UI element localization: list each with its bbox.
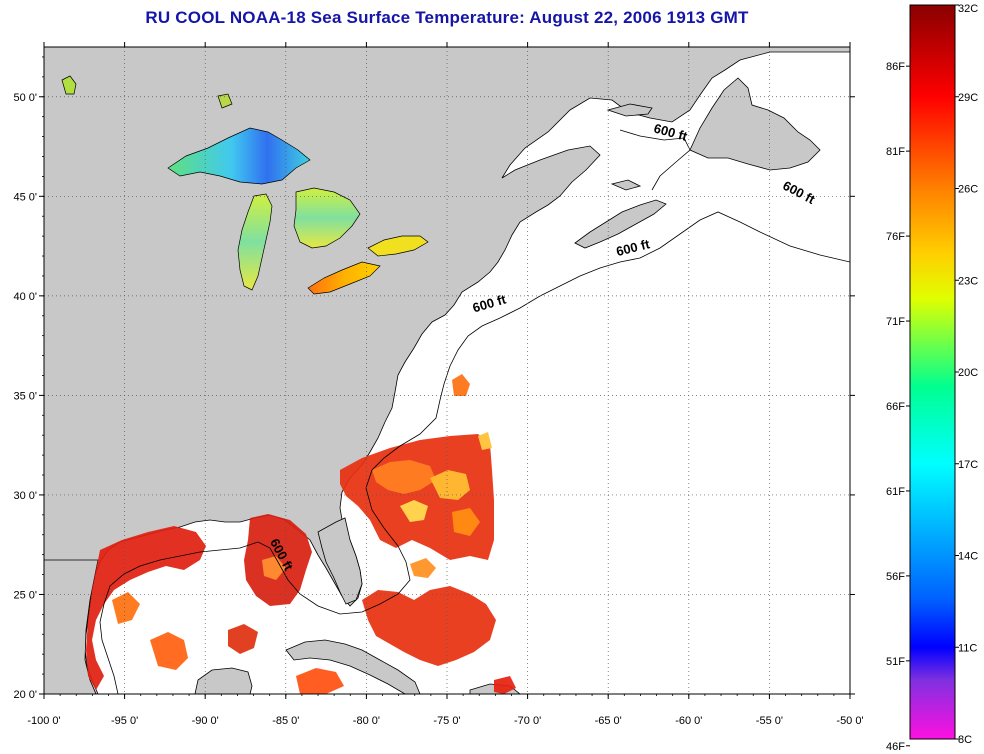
colorbar-fahrenheit-label: 76F bbox=[886, 231, 905, 243]
colorbar-fahrenheit-label: 86F bbox=[886, 61, 905, 73]
lon-tick-label: -65 0' bbox=[595, 715, 622, 727]
land-yucatan bbox=[194, 667, 253, 694]
colorbar-celsius-label: 32C bbox=[958, 3, 978, 15]
colorbar-celsius-label: 11C bbox=[958, 642, 977, 654]
colorbar-fahrenheit-label: 46F bbox=[886, 741, 905, 753]
colorbar-fahrenheit-label: 81F bbox=[886, 146, 905, 158]
lat-tick-label: 45 0' bbox=[13, 191, 37, 203]
colorbar-celsius-label: 29C bbox=[958, 92, 978, 104]
colorbar-celsius-label: 14C bbox=[958, 551, 978, 563]
lake-nipigon bbox=[217, 93, 233, 109]
lon-tick-label: -95 0' bbox=[111, 715, 138, 727]
lon-tick-label: -55 0' bbox=[756, 715, 783, 727]
land-newfoundland bbox=[689, 77, 821, 171]
latitude-axis: 20 0' 25 0' 30 0' 35 0' 40 0' 45 0' 50 0' bbox=[13, 56, 855, 701]
lon-tick-label: -80 0' bbox=[353, 715, 380, 727]
colorbar-fahrenheit-label: 51F bbox=[886, 656, 905, 668]
land-nova-scotia bbox=[574, 199, 667, 249]
lat-tick-label: 25 0' bbox=[13, 589, 37, 601]
colorbar-fahrenheit-label: 66F bbox=[886, 401, 905, 413]
longitude-axis: -100 0' -95 0' -90 0' -85 0' -80 0' -75 0' -70… bbox=[27, 42, 864, 727]
lon-tick-label: -90 0' bbox=[192, 715, 219, 727]
land-cuba bbox=[285, 639, 421, 694]
map-content bbox=[44, 47, 850, 694]
land-anticosti bbox=[606, 103, 653, 117]
lon-tick-label: -60 0' bbox=[675, 715, 702, 727]
lake-superior bbox=[167, 127, 311, 185]
lat-tick-label: 40 0' bbox=[13, 291, 37, 303]
isobath-gulf-of-st-lawrence bbox=[619, 129, 691, 191]
colorbar-celsius-label: 20C bbox=[958, 367, 978, 379]
lat-tick-label: 50 0' bbox=[13, 92, 37, 104]
lon-tick-label: -50 0' bbox=[836, 715, 863, 727]
land-pei bbox=[610, 179, 642, 191]
lake-huron bbox=[293, 187, 361, 249]
lon-tick-label: -85 0' bbox=[272, 715, 299, 727]
colorbar-celsius-label: 8C bbox=[958, 734, 972, 746]
map-title: RU COOL NOAA-18 Sea Surface Temperature:… bbox=[145, 8, 749, 27]
lon-tick-label: -100 0' bbox=[27, 715, 60, 727]
colorbar-fahrenheit-label: 71F bbox=[886, 316, 905, 328]
lat-tick-label: 35 0' bbox=[13, 390, 37, 402]
colorbar-fahrenheit-label: 61F bbox=[886, 486, 905, 498]
colorbar-labels: 8C 11C 14C 17C 20C 23C 26C 29C 32C 46F 51F 56F 61F 66… bbox=[886, 3, 978, 753]
lake-michigan bbox=[237, 193, 273, 291]
lat-tick-label: 20 0' bbox=[13, 689, 37, 701]
land-florida bbox=[317, 517, 363, 605]
sst-patches bbox=[86, 374, 516, 694]
colorbar-celsius-label: 26C bbox=[958, 184, 978, 196]
isobath-600ft bbox=[99, 211, 850, 694]
lon-tick-label: -75 0' bbox=[433, 715, 460, 727]
lake-ontario bbox=[367, 235, 429, 257]
land-mexico bbox=[44, 559, 99, 694]
colorbar-fahrenheit-label: 56F bbox=[886, 571, 905, 583]
colorbar bbox=[909, 4, 956, 740]
lake-winnipeg bbox=[61, 75, 77, 95]
lon-tick-label: -70 0' bbox=[514, 715, 541, 727]
colorbar-celsius-label: 17C bbox=[958, 459, 978, 471]
lake-erie bbox=[307, 261, 381, 295]
colorbar-celsius-label: 23C bbox=[958, 275, 978, 287]
lat-tick-label: 30 0' bbox=[13, 490, 37, 502]
